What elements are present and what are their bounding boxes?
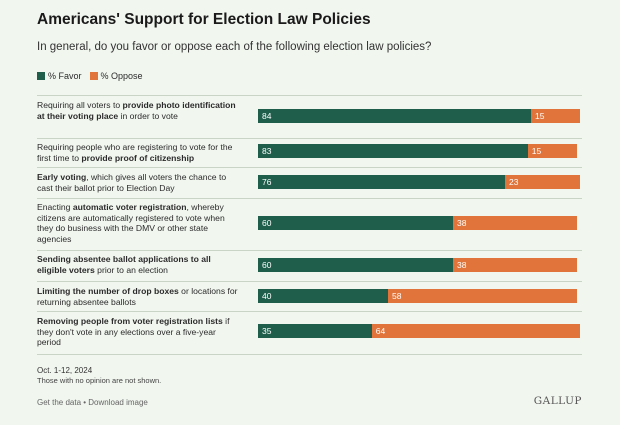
row-divider [37, 138, 582, 139]
policy-label: Limiting the number of drop boxes or loc… [37, 286, 242, 307]
get-data-link[interactable]: Get the data [37, 398, 82, 407]
legend-item-oppose: % Oppose [89, 71, 143, 81]
policy-label-text: Requiring all voters to [37, 100, 123, 110]
policy-label-emphasis: provide photo identification at their vo… [37, 100, 236, 121]
oppose-bar [453, 258, 577, 272]
policy-label-text: if they don't vote in any elections over… [37, 316, 230, 347]
oppose-value-label: 38 [457, 218, 467, 228]
row-divider [37, 95, 582, 96]
legend-label-oppose: % Oppose [100, 71, 143, 81]
policy-label: Requiring all voters to provide photo id… [37, 100, 242, 121]
oppose-bar [388, 289, 577, 303]
oppose-bar [527, 144, 577, 158]
favor-bar [258, 144, 528, 158]
policy-label: Sending absentee ballot applications to … [37, 254, 242, 275]
oppose-bar [371, 324, 580, 338]
oppose-value-label: 23 [509, 177, 519, 187]
favor-bar [258, 216, 453, 230]
oppose-value-label: 58 [392, 291, 402, 301]
row-divider [37, 250, 582, 251]
row-divider [37, 354, 582, 355]
favor-bar [258, 175, 505, 189]
policy-label-text: , which gives all voters the chance to c… [37, 172, 227, 193]
oppose-value-label: 38 [457, 260, 467, 270]
legend-swatch-favor [37, 72, 45, 80]
favor-value-label: 84 [262, 111, 272, 121]
policy-label-text: in order to vote [118, 110, 178, 121]
policy-label-text: Enacting [37, 202, 73, 212]
policy-label-emphasis: Removing people from voter registration … [37, 316, 223, 326]
favor-value-label: 60 [262, 218, 272, 228]
oppose-bar [505, 175, 580, 189]
legend-swatch-oppose [89, 72, 98, 80]
gallup-logo: GALLUP [533, 395, 582, 407]
row-divider [37, 281, 582, 282]
chart-title: Americans' Support for Election Law Poli… [37, 11, 371, 28]
favor-value-label: 83 [262, 146, 272, 156]
policy-label-emphasis: Sending absentee ballot applications to … [37, 254, 211, 275]
footer-links: Get the data • Download image [37, 398, 148, 407]
policy-label-emphasis: Limiting the number of drop boxes [37, 286, 179, 296]
favor-bar [258, 324, 372, 338]
policy-label-text: or locations for returning absentee ball… [37, 286, 238, 307]
favor-bar [258, 109, 531, 123]
row-divider [37, 198, 582, 199]
policy-label-text: prior to an election [94, 264, 168, 275]
oppose-bar [453, 216, 577, 230]
favor-value-label: 40 [262, 291, 272, 301]
footnote: Those with no opinion are not shown. [37, 376, 162, 385]
favor-bar [258, 258, 453, 272]
survey-date: Oct. 1-12, 2024 [37, 366, 93, 375]
download-image-link[interactable]: Download image [88, 398, 148, 407]
legend: % Favor % Oppose [37, 71, 143, 81]
legend-label-favor: % Favor [48, 71, 82, 81]
oppose-value-label: 15 [535, 111, 545, 121]
link-separator: • [81, 398, 89, 407]
policy-label-text: Requiring people who are registering to … [37, 142, 233, 163]
row-divider [37, 167, 582, 168]
oppose-bar [531, 109, 580, 123]
favor-value-label: 76 [262, 177, 272, 187]
policy-label-emphasis: provide proof of citizenship [81, 152, 195, 163]
favor-value-label: 60 [262, 260, 272, 270]
policy-label: Requiring people who are registering to … [37, 142, 242, 163]
oppose-value-label: 64 [375, 326, 386, 336]
legend-item-favor: % Favor [37, 71, 82, 81]
policy-label: Enacting automatic voter registration, w… [37, 202, 242, 244]
policy-label: Removing people from voter registration … [37, 316, 242, 348]
chart-subtitle: In general, do you favor or oppose each … [37, 41, 432, 53]
row-divider [37, 311, 582, 312]
policy-label-emphasis: Early voting [37, 172, 87, 182]
policy-label-text: , whereby citizens are automatically reg… [37, 202, 225, 244]
policy-label-emphasis: automatic voter registration [72, 202, 187, 212]
favor-bar [258, 289, 388, 303]
oppose-value-label: 15 [531, 146, 542, 156]
policy-label: Early voting, which gives all voters the… [37, 172, 242, 193]
favor-value-label: 35 [262, 326, 272, 336]
